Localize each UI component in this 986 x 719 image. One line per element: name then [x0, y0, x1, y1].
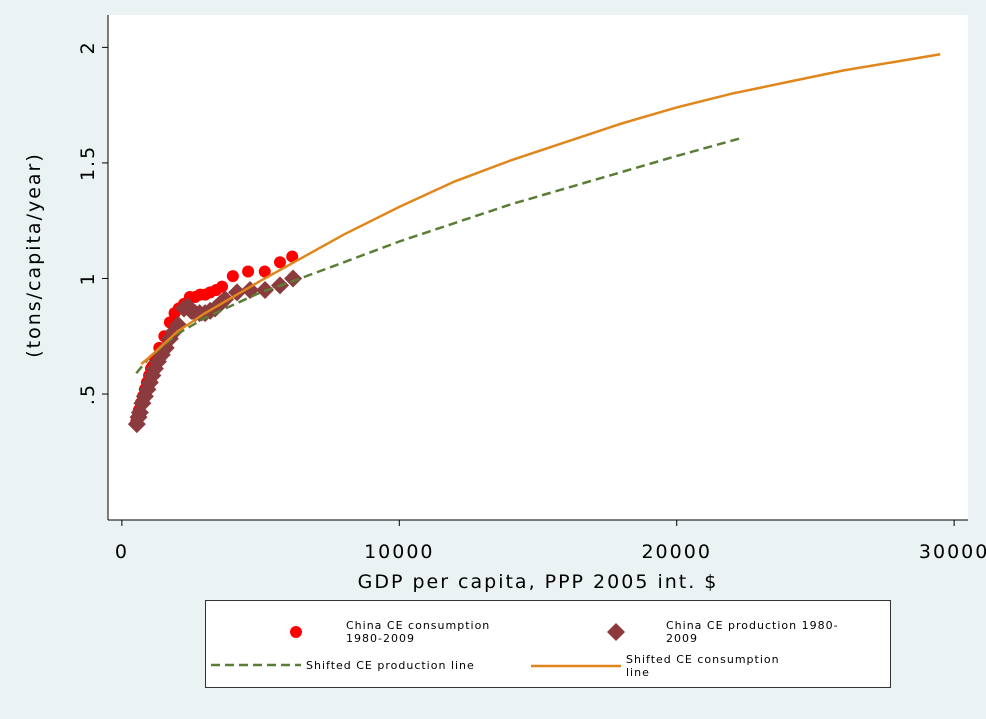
legend-symbol [607, 623, 625, 641]
y-axis-title: (tons/capita/year) [23, 152, 45, 358]
legend-key [290, 626, 302, 638]
legend-label: China CE consumption 1980-2009 [346, 619, 491, 645]
legend-item: Shifted CE production line [206, 653, 486, 677]
legend-item: China CE consumption 1980-2009 [246, 619, 516, 645]
trend-line [135, 136, 744, 375]
legend-label: Shifted CE production line [306, 658, 475, 672]
legend-key [607, 623, 625, 641]
x-tick-label: 10000 [364, 541, 434, 563]
legend-symbol [290, 626, 302, 638]
x-axis-title: GDP per capita, PPP 2005 int. $ [358, 571, 719, 593]
legend-key [531, 664, 621, 668]
x-tick-label: 20000 [641, 541, 711, 563]
point [226, 270, 239, 283]
y-tick-label: 2 [77, 40, 99, 54]
x-tick-label: 0 [115, 541, 129, 563]
point [286, 250, 299, 263]
y-tick-label: .5 [77, 383, 99, 405]
legend-item: Shifted CE consumption line [526, 653, 806, 679]
point [258, 265, 271, 278]
point [284, 269, 303, 288]
y-tick-label: 1 [77, 271, 99, 285]
legend: China CE consumption 1980-2009 China CE p… [205, 600, 891, 688]
legend-item: China CE production 1980-2009 [566, 619, 846, 645]
point [216, 280, 229, 293]
point [242, 265, 255, 278]
trend-line [140, 53, 941, 365]
legend-label: China CE production 1980-2009 [666, 619, 839, 645]
legend-label: Shifted CE consumption line [626, 653, 780, 679]
plot-area [108, 15, 968, 520]
y-tick-label: 1.5 [77, 145, 99, 181]
x-tick-label: 30000 [919, 541, 986, 563]
point [274, 256, 286, 269]
legend-key [211, 663, 301, 667]
